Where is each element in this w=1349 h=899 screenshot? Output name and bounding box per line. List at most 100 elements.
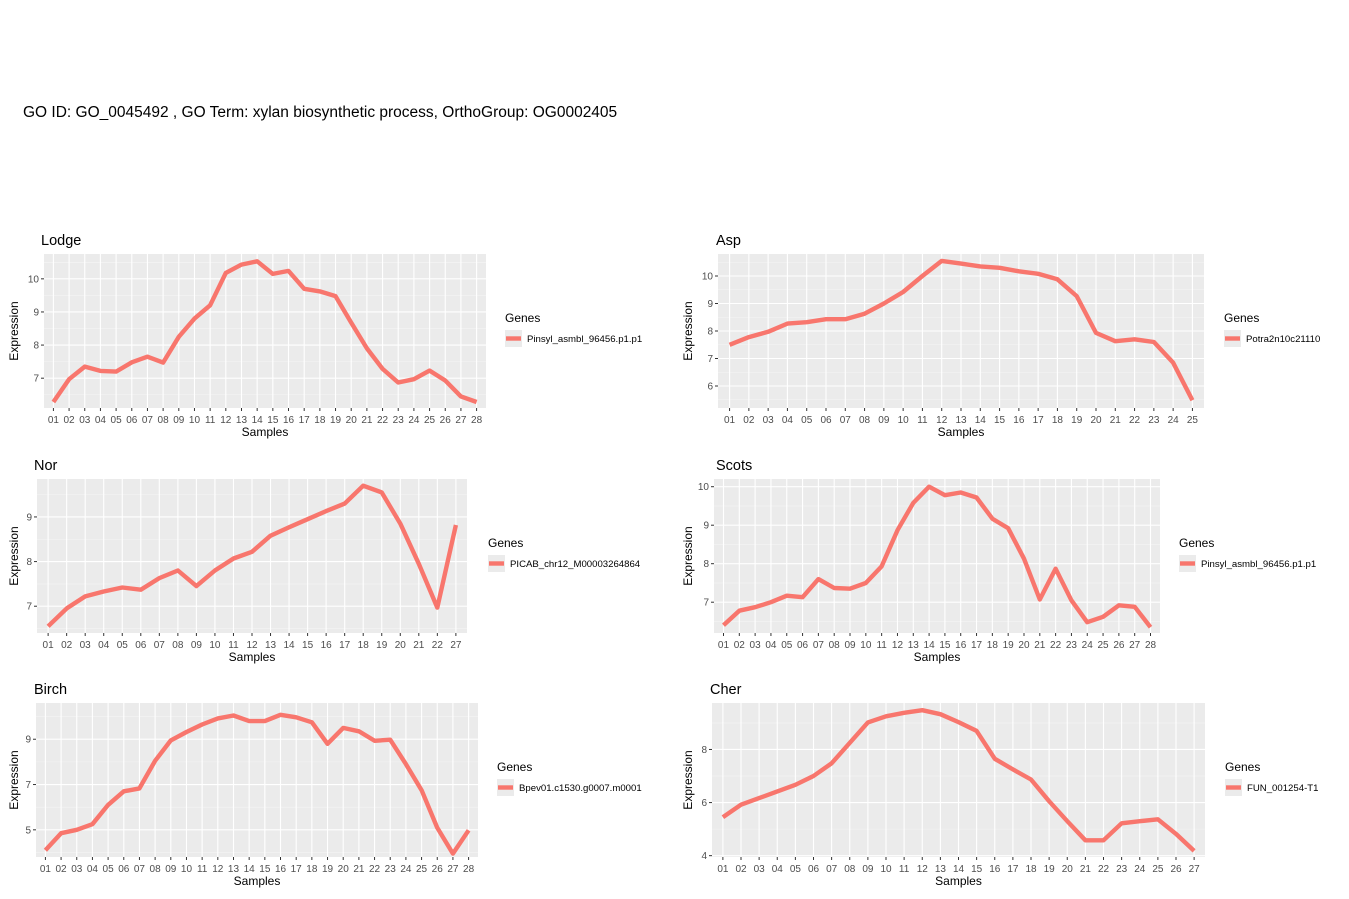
y-tick-label: 6: [707, 382, 713, 393]
x-tick-label: 15: [267, 415, 279, 426]
x-tick-label: 09: [862, 864, 874, 875]
x-tick-label: 20: [1062, 864, 1074, 875]
x-tick-label: 07: [840, 415, 852, 426]
x-tick-label: 14: [924, 640, 936, 651]
plot-panel-background: [36, 703, 478, 857]
x-tick-label: 15: [302, 640, 314, 651]
x-tick-label: 12: [936, 415, 948, 426]
x-tick-label: 21: [1080, 864, 1092, 875]
y-axis-label: Expression: [7, 750, 21, 809]
x-tick-label: 05: [117, 640, 129, 651]
x-tick-label: 06: [118, 864, 130, 875]
x-tick-label: 04: [782, 415, 794, 426]
y-tick-label: 6: [701, 798, 707, 809]
x-tick-label: 25: [1098, 640, 1110, 651]
x-tick-label: 22: [1098, 864, 1110, 875]
x-tick-label: 02: [61, 640, 73, 651]
x-tick-label: 13: [955, 415, 967, 426]
legend: Genes Bpev01.c1530.g0007.m0001: [497, 760, 642, 796]
x-tick-label: 12: [212, 864, 224, 875]
x-tick-label: 09: [173, 415, 185, 426]
y-axis-label: Expression: [681, 750, 695, 809]
x-tick-label: 16: [955, 640, 967, 651]
y-tick-label: 9: [26, 512, 32, 523]
x-tick-label: 28: [471, 415, 483, 426]
x-tick-label: 03: [763, 415, 775, 426]
x-tick-label: 04: [95, 415, 107, 426]
x-tick-label: 12: [246, 640, 258, 651]
x-tick-label: 13: [228, 864, 240, 875]
legend: Genes Potra2n10c21110: [1224, 311, 1320, 347]
x-tick-label: 26: [1170, 864, 1182, 875]
x-tick-label: 16: [275, 864, 287, 875]
x-axis-label: Samples: [234, 874, 281, 888]
y-tick-label: 8: [33, 341, 39, 352]
x-tick-label: 15: [259, 864, 271, 875]
x-tick-label: 17: [1033, 415, 1045, 426]
x-tick-label: 03: [750, 640, 762, 651]
x-tick-label: 12: [220, 415, 232, 426]
x-tick-label: 08: [844, 864, 856, 875]
series-line: [722, 484, 1153, 629]
x-tick-label: 11: [917, 415, 928, 426]
x-tick-label: 06: [135, 640, 147, 651]
x-tick-label: 23: [1148, 415, 1160, 426]
x-axis-label: Samples: [935, 874, 982, 888]
x-tick-label: 21: [413, 640, 425, 651]
plot-panel-background: [44, 254, 486, 408]
x-tick-label: 02: [743, 415, 755, 426]
panel-title: Lodge: [41, 233, 81, 249]
x-tick-label: 06: [126, 415, 138, 426]
x-tick-label: 24: [408, 415, 420, 426]
x-tick-label: 14: [284, 640, 296, 651]
y-tick-label: 8: [707, 327, 713, 338]
x-tick-label: 28: [1145, 640, 1157, 651]
panel-title: Cher: [710, 682, 742, 698]
y-tick-label: 8: [26, 557, 32, 568]
x-tick-label: 22: [369, 864, 381, 875]
x-tick-label: 08: [172, 640, 184, 651]
y-tick-label: 10: [28, 274, 40, 285]
x-tick-label: 04: [765, 640, 777, 651]
x-tick-label: 15: [971, 864, 983, 875]
x-tick-label: 16: [283, 415, 295, 426]
x-tick-label: 22: [1129, 415, 1141, 426]
x-tick-label: 11: [205, 415, 216, 426]
y-tick-label: 5: [25, 825, 31, 836]
x-tick-label: 10: [181, 864, 193, 875]
x-tick-label: 05: [790, 864, 802, 875]
x-tick-label: 19: [1003, 640, 1015, 651]
chart-panel-nor: 7 8 9 01 02 03 04 05 06 07 08 09 10 11 12 13 14 15 16 17 18 1…: [7, 458, 641, 664]
figure-title: GO ID: GO_0045492 , GO Term: xylan biosy…: [23, 104, 618, 121]
x-tick-label: 03: [71, 864, 83, 875]
x-tick-label: 26: [1113, 640, 1125, 651]
y-axis-label: Expression: [7, 526, 21, 585]
x-tick-label: 10: [189, 415, 201, 426]
x-tick-label: 17: [1007, 864, 1019, 875]
y-tick-label: 7: [707, 354, 713, 365]
x-tick-label: 07: [813, 640, 825, 651]
y-tick-label: 10: [702, 272, 714, 283]
x-tick-label: 20: [1018, 640, 1030, 651]
legend-label: Bpev01.c1530.g0007.m0001: [519, 783, 642, 794]
chart-panel-birch: 5 7 9 01 02 03 04 05 06 07 08 09 10 11 12 13 14 15 16 17 18 1…: [7, 682, 642, 888]
x-tick-label: 10: [209, 640, 221, 651]
x-tick-label: 18: [314, 415, 326, 426]
x-axis-label: Samples: [229, 650, 276, 664]
x-tick-label: 05: [801, 415, 813, 426]
y-tick-label: 10: [698, 482, 710, 493]
y-tick-label: 9: [703, 521, 709, 532]
x-tick-label: 01: [717, 864, 729, 875]
x-tick-label: 01: [43, 640, 55, 651]
x-tick-label: 28: [463, 864, 475, 875]
x-tick-label: 03: [754, 864, 766, 875]
x-tick-label: 11: [228, 640, 239, 651]
x-tick-label: 20: [346, 415, 358, 426]
panel-title: Scots: [716, 458, 752, 474]
x-axis-label: Samples: [914, 650, 961, 664]
x-tick-label: 13: [236, 415, 248, 426]
legend-label: PICAB_chr12_M00003264864: [510, 559, 641, 570]
x-tick-label: 23: [393, 415, 405, 426]
x-tick-label: 07: [154, 640, 166, 651]
